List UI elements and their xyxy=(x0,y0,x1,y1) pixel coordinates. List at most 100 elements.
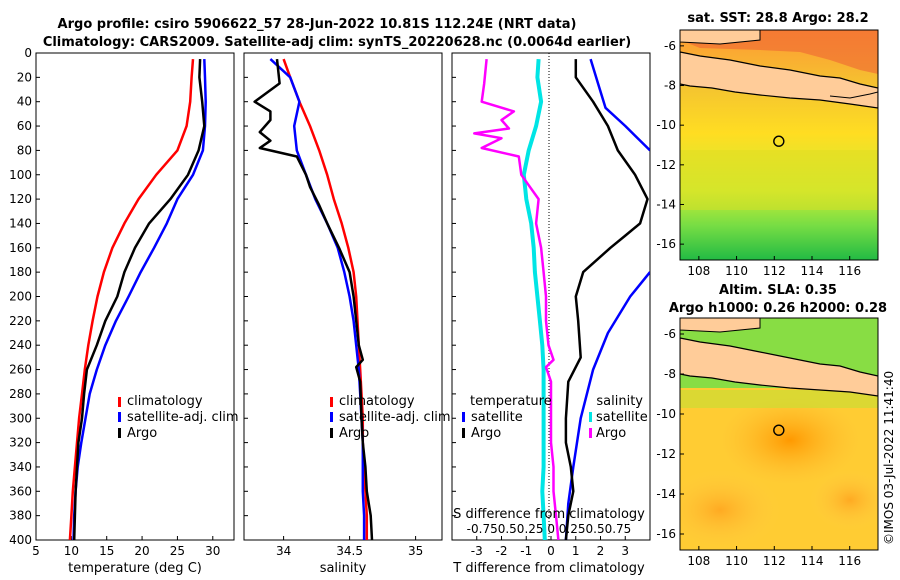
x-tick-label: 112 xyxy=(763,554,786,568)
temperature-x-label: temperature (deg C) xyxy=(68,561,202,576)
x-tick-label: 20 xyxy=(134,544,149,558)
x-tick-label: 34.5 xyxy=(336,544,363,558)
t-difference-x-label: T difference from climatology xyxy=(452,561,645,576)
series-line-temperature-satellite xyxy=(589,58,650,152)
temperature-x-axis: 5 10 15 20 25 30 xyxy=(32,536,220,558)
legend-label-sal-argo: Argo xyxy=(596,426,626,441)
y-tick-label: -16 xyxy=(656,527,676,541)
argo-position-marker xyxy=(773,135,785,147)
y-tick-label: -16 xyxy=(656,237,676,251)
legend-swatch-climatology xyxy=(118,397,121,407)
sst-band xyxy=(680,150,878,210)
y-tick-label: 260 xyxy=(9,363,32,377)
y-tick-label: 100 xyxy=(9,168,32,182)
x-tick-label: 35 xyxy=(408,544,423,558)
legend-swatch-temp-satellite xyxy=(462,412,465,422)
series-line-climatology xyxy=(68,59,195,540)
s-difference-label: S difference from climatology xyxy=(453,507,645,522)
sst-map: sat. SST: 28.8 Argo: 28.2 108 110 112 114 11… xyxy=(656,11,879,278)
y-tick-label: 360 xyxy=(9,484,32,498)
x-tick-label: -2 xyxy=(496,544,508,558)
borneo-land xyxy=(680,318,761,333)
x-tick-label: 10 xyxy=(64,544,79,558)
sla-map-x-axis: 108 110 112 114 116 xyxy=(687,546,861,568)
legend-swatch-satellite xyxy=(330,412,333,422)
y-tick-label: -12 xyxy=(656,447,676,461)
y-tick-label: 80 xyxy=(17,143,32,157)
figure-title-line2: Climatology: CARS2009. Satellite-adj cli… xyxy=(43,35,631,50)
argo-position-marker xyxy=(773,424,785,436)
sst-map-frame xyxy=(679,29,879,261)
sla-eddy-3 xyxy=(810,470,878,530)
difference-x-axis: -3 -2 -1 0 1 2 3 xyxy=(452,52,629,558)
legend-header-salinity: salinity xyxy=(596,394,643,409)
y-tick-label: -8 xyxy=(664,367,676,381)
temperature-axes-box xyxy=(35,52,235,541)
y-tick-label: 120 xyxy=(9,192,32,206)
sst-map-y-axis: -6 -8 -10 -12 -14 -16 xyxy=(656,39,684,251)
legend-label-sal-satellite: satellite xyxy=(596,410,648,425)
s-difference-ticks: -0.750.50.25 0 0.250.50.75 xyxy=(467,522,632,536)
sst-map-x-axis: 108 110 112 114 116 xyxy=(687,256,861,278)
series-line-temperature-argo xyxy=(564,59,649,540)
salinity-axes-box xyxy=(243,52,443,541)
series-line-temperature-satellite-lower xyxy=(564,271,650,540)
x-tick-label: 2 xyxy=(597,544,605,558)
legend-label-satellite: satellite-adj. clim xyxy=(339,410,451,425)
difference-legend: temperature salinity satellite Argo sate… xyxy=(462,394,648,441)
legend-label-temp-argo: Argo xyxy=(471,426,501,441)
y-tick-label: 280 xyxy=(9,387,32,401)
temperature-legend: climatology satellite-adj. clim Argo xyxy=(118,394,239,441)
y-tick-label: -14 xyxy=(656,487,676,501)
y-tick-label: 240 xyxy=(9,338,32,352)
series-line-salinity-satellite xyxy=(521,58,547,540)
y-tick-label: 300 xyxy=(9,411,32,425)
sla-map-title: Altim. SLA: 0.35 xyxy=(719,283,837,298)
sla-map: Altim. SLA: 0.35 Argo h1000: 0.26 h2000:… xyxy=(656,283,887,568)
difference-panel: -3 -2 -1 0 1 2 3 T difference from climatology… xyxy=(451,52,651,576)
legend-swatch-satellite xyxy=(118,412,121,422)
imos-credit: ©IMOS 03-Jul-2022 11:41:40 xyxy=(882,371,896,545)
legend-swatch-temp-argo xyxy=(462,428,465,438)
x-tick-label: 5 xyxy=(32,544,40,558)
legend-label-satellite: satellite-adj. clim xyxy=(127,410,239,425)
y-tick-label: 40 xyxy=(17,95,32,109)
x-tick-label: 30 xyxy=(205,544,220,558)
salinity-panel: 34 34.5 35 salinity climatology satellite-… xyxy=(243,52,451,576)
y-tick-label: 200 xyxy=(9,290,32,304)
legend-swatch-argo xyxy=(330,428,333,438)
y-tick-label: 340 xyxy=(9,460,32,474)
sst-map-title: sat. SST: 28.8 Argo: 28.2 xyxy=(687,11,868,26)
legend-label-climatology: climatology xyxy=(127,394,203,409)
sla-map-subtitle: Argo h1000: 0.26 h2000: 0.28 xyxy=(669,301,887,316)
legend-label-climatology: climatology xyxy=(339,394,415,409)
series-line-salinity-argo xyxy=(473,58,560,540)
y-tick-label: 160 xyxy=(9,241,32,255)
legend-header-temperature: temperature xyxy=(470,394,552,409)
series-line-argo xyxy=(72,59,206,540)
x-tick-label: 114 xyxy=(801,264,824,278)
x-tick-label: 116 xyxy=(838,264,861,278)
legend-swatch-argo xyxy=(118,428,121,438)
series-line-argo xyxy=(253,58,374,540)
java-land xyxy=(680,51,878,109)
y-tick-label: 20 xyxy=(17,70,32,84)
x-tick-label: -1 xyxy=(520,544,532,558)
depth-axis: 0 20 40 60 80 100 120 140 160 180 200 220 240 260 280 3… xyxy=(9,46,40,547)
sla-map-y-axis: -6 -8 -10 -12 -14 -16 xyxy=(656,327,684,541)
coast-east xyxy=(829,91,878,99)
x-tick-label: 34 xyxy=(276,544,291,558)
borneo-land xyxy=(680,30,761,45)
difference-axes-box xyxy=(451,52,651,541)
salinity-legend: climatology satellite-adj. clim Argo xyxy=(330,394,451,441)
y-tick-label: -6 xyxy=(664,39,676,53)
y-tick-label: 400 xyxy=(9,533,32,547)
y-tick-label: -8 xyxy=(664,79,676,93)
x-tick-label: 116 xyxy=(838,554,861,568)
sla-eddy-1 xyxy=(720,395,860,485)
x-tick-label: 1 xyxy=(572,544,580,558)
series-line-satellite-adj-clim xyxy=(72,59,207,540)
x-tick-label: -3 xyxy=(471,544,483,558)
legend-swatch-sal-argo xyxy=(589,428,592,438)
